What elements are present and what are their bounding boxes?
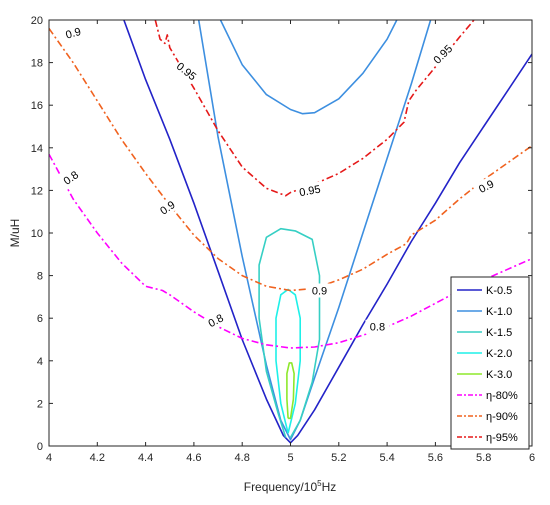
legend-label-2: K-1.5 — [486, 327, 512, 339]
contour-label-bg — [296, 181, 323, 200]
axis-ticks: 4 4.2 4.4 4.6 4.8 5 5.2 5.4 5.6 5.8 6 0 2 4 6 8 10 12 14 16… — [31, 15, 535, 464]
x-axis-title-main: Frequency/10 — [244, 480, 318, 494]
x-tick-label: 6 — [529, 452, 535, 464]
y-tick-label: 20 — [31, 15, 43, 27]
x-tick-label: 4.6 — [186, 452, 201, 464]
x-tick-label: 4.4 — [138, 452, 153, 464]
y-axis-title: M/uH — [8, 219, 22, 248]
contour-label-bg — [307, 283, 332, 298]
legend-label-3: K-2.0 — [486, 348, 512, 360]
legend-label-4: K-3.0 — [486, 369, 512, 381]
series-line-7 — [154, 20, 475, 197]
legend-label-7: η-95% — [486, 432, 518, 444]
x-axis-title: Frequency/105Hz — [244, 479, 337, 494]
series-line-2 — [258, 227, 321, 438]
x-tick-label: 5.2 — [331, 452, 346, 464]
y-tick-label: 10 — [31, 228, 43, 240]
x-tick-label: 4.8 — [235, 452, 250, 464]
legend-label-0: K-0.5 — [486, 285, 512, 297]
series-line-5 — [49, 153, 532, 349]
contour-label-bg — [201, 308, 230, 333]
series-line-6 — [49, 28, 532, 292]
legend-label-1: K-1.0 — [486, 306, 512, 318]
contour-label-bg — [472, 174, 500, 198]
contour-label-bg — [153, 194, 182, 221]
y-tick-label: 6 — [37, 313, 43, 325]
contour-label: 0.9 — [64, 26, 82, 42]
contour-label: 0.8 — [370, 322, 385, 334]
y-tick-label: 4 — [37, 356, 43, 368]
y-tick-label: 2 — [37, 398, 43, 410]
x-tick-label: 4.2 — [90, 452, 105, 464]
contour-label-bg — [172, 58, 201, 85]
y-tick-label: 12 — [31, 185, 43, 197]
legend-label-6: η-90% — [486, 411, 518, 423]
contour-label-layer: 0.90.80.90.950.950.950.90.90.8 0.8 — [56, 22, 500, 334]
legend: K-0.5 K-1.0 K-1.5 K-2.0 K-3.0 η-80% η-90% η-95% — [450, 276, 530, 450]
contour-label: 0.95 — [298, 184, 321, 200]
y-tick-label: 16 — [31, 100, 43, 112]
contour-label-bg — [56, 165, 85, 191]
contour-label: 0.9 — [312, 286, 327, 298]
y-tick-label: 18 — [31, 58, 43, 70]
x-tick-label: 5.8 — [476, 452, 491, 464]
y-tick-label: 0 — [37, 441, 43, 453]
series-layer — [49, 20, 532, 444]
series-line-4 — [286, 362, 295, 420]
x-tick-label: 4 — [46, 452, 52, 464]
x-tick-label: 5.6 — [428, 452, 443, 464]
x-tick-label: 5 — [287, 452, 293, 464]
y-tick-label: 14 — [31, 143, 43, 155]
contour-label-bg — [59, 22, 87, 43]
x-axis-title-unit: Hz — [322, 480, 337, 494]
x-axis-title-exponent: 5 — [317, 479, 322, 488]
series-line-1 — [219, 20, 398, 115]
legend-label-5: η-80% — [486, 390, 518, 402]
legend-box — [450, 276, 530, 450]
contour-label-bg — [365, 319, 390, 334]
series-line-0 — [123, 20, 532, 444]
x-tick-label: 5.4 — [379, 452, 394, 464]
y-tick-label: 8 — [37, 271, 43, 283]
contour-label-bg — [429, 40, 457, 68]
